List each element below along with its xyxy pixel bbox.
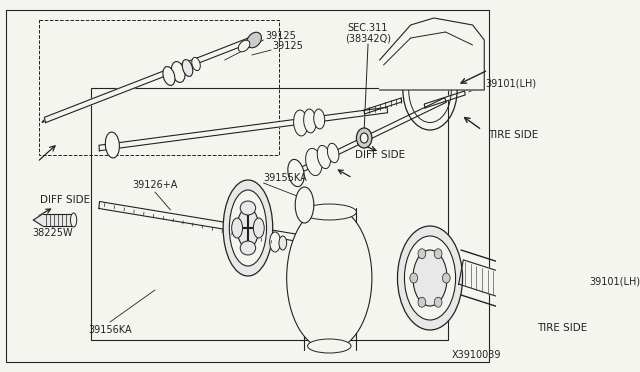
Text: DIFF SIDE: DIFF SIDE xyxy=(40,195,90,205)
Text: 39125: 39125 xyxy=(265,31,296,41)
Ellipse shape xyxy=(356,128,372,148)
Text: TIRE SIDE: TIRE SIDE xyxy=(488,130,538,140)
Ellipse shape xyxy=(232,218,243,238)
Ellipse shape xyxy=(269,232,280,252)
Ellipse shape xyxy=(279,236,287,250)
Bar xyxy=(39,20,279,155)
Ellipse shape xyxy=(328,143,339,163)
Text: (38342Q): (38342Q) xyxy=(345,33,391,43)
Ellipse shape xyxy=(240,201,256,215)
Bar xyxy=(92,88,448,340)
Ellipse shape xyxy=(163,67,175,86)
Ellipse shape xyxy=(418,297,426,307)
Ellipse shape xyxy=(317,145,330,169)
Polygon shape xyxy=(364,98,402,114)
Text: TIRE SIDE: TIRE SIDE xyxy=(538,323,588,333)
Ellipse shape xyxy=(253,218,264,238)
Ellipse shape xyxy=(237,208,259,248)
Text: 38225W: 38225W xyxy=(33,228,73,238)
Ellipse shape xyxy=(410,273,418,283)
Ellipse shape xyxy=(302,232,356,324)
Polygon shape xyxy=(99,107,388,151)
Polygon shape xyxy=(524,245,530,290)
Ellipse shape xyxy=(288,160,304,187)
Ellipse shape xyxy=(442,273,450,283)
Ellipse shape xyxy=(314,109,324,129)
Text: SEC.311: SEC.311 xyxy=(348,23,388,33)
Polygon shape xyxy=(459,260,582,322)
Polygon shape xyxy=(424,91,465,108)
Ellipse shape xyxy=(435,297,442,307)
Ellipse shape xyxy=(308,339,351,353)
Ellipse shape xyxy=(418,249,426,259)
Ellipse shape xyxy=(302,204,356,220)
Polygon shape xyxy=(33,214,43,226)
Ellipse shape xyxy=(294,110,308,136)
Ellipse shape xyxy=(413,250,447,306)
Polygon shape xyxy=(290,98,446,177)
Text: 39126+A: 39126+A xyxy=(132,180,178,190)
Text: 39155KA: 39155KA xyxy=(264,173,307,183)
Text: 39125: 39125 xyxy=(273,41,303,51)
Text: 39156KA: 39156KA xyxy=(88,325,132,335)
Ellipse shape xyxy=(223,180,273,276)
Ellipse shape xyxy=(404,236,456,320)
Polygon shape xyxy=(43,214,72,226)
Ellipse shape xyxy=(306,148,322,176)
Ellipse shape xyxy=(298,224,361,332)
Ellipse shape xyxy=(70,213,77,227)
Ellipse shape xyxy=(192,57,200,71)
Ellipse shape xyxy=(292,215,367,341)
Polygon shape xyxy=(99,202,341,248)
Text: DIFF SIDE: DIFF SIDE xyxy=(355,150,404,160)
Ellipse shape xyxy=(229,190,266,266)
Ellipse shape xyxy=(360,133,368,143)
Ellipse shape xyxy=(240,241,256,255)
Ellipse shape xyxy=(287,206,372,350)
Ellipse shape xyxy=(303,109,316,133)
Text: 39101(LH): 39101(LH) xyxy=(485,78,536,88)
Ellipse shape xyxy=(247,32,261,48)
Text: 39101(LH): 39101(LH) xyxy=(589,277,640,287)
Ellipse shape xyxy=(106,132,120,158)
Polygon shape xyxy=(380,18,484,90)
Ellipse shape xyxy=(182,60,193,76)
Ellipse shape xyxy=(238,40,250,52)
Ellipse shape xyxy=(295,187,314,223)
Ellipse shape xyxy=(435,249,442,259)
Text: X3910039: X3910039 xyxy=(452,350,501,360)
Ellipse shape xyxy=(397,226,463,330)
Ellipse shape xyxy=(172,62,185,83)
Polygon shape xyxy=(44,35,256,123)
